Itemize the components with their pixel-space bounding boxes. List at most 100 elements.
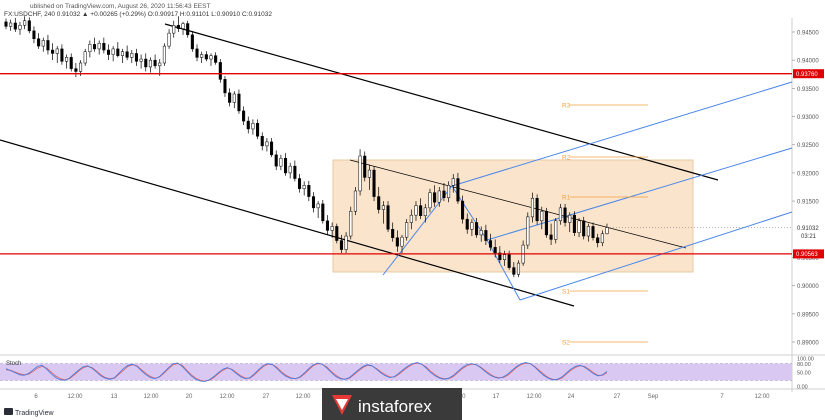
candle-body bbox=[209, 55, 213, 60]
candle bbox=[540, 206, 544, 230]
candle-body bbox=[97, 43, 101, 50]
candle-body bbox=[358, 155, 362, 192]
candle bbox=[372, 166, 376, 202]
candle bbox=[391, 222, 395, 242]
candle bbox=[111, 46, 115, 62]
candle bbox=[358, 149, 362, 196]
pitchfork-upper-line[interactable] bbox=[451, 81, 793, 187]
candle-body bbox=[46, 40, 50, 51]
candle bbox=[409, 209, 413, 230]
instaforex-watermark: instaforex bbox=[322, 388, 462, 420]
candle-body bbox=[493, 247, 497, 254]
candle-body bbox=[228, 92, 232, 103]
candle-body bbox=[344, 235, 348, 250]
pitchfork-lower-line[interactable] bbox=[519, 211, 793, 301]
candle bbox=[186, 20, 190, 38]
candle-body bbox=[13, 22, 17, 30]
time-tick-label: Sep bbox=[648, 394, 659, 400]
upper-channel-line[interactable] bbox=[164, 23, 719, 181]
time-tick-label: 12:00 bbox=[526, 394, 542, 400]
candle-body bbox=[246, 120, 250, 130]
candle bbox=[339, 234, 343, 253]
candle-body bbox=[134, 53, 138, 62]
candle bbox=[134, 48, 138, 66]
candle bbox=[172, 20, 176, 38]
candle bbox=[223, 75, 227, 97]
candle-body bbox=[274, 154, 278, 167]
candle-body bbox=[465, 218, 469, 230]
level-price-label: 0.93760 bbox=[796, 72, 818, 78]
candle-body bbox=[498, 252, 502, 260]
candle-body bbox=[554, 220, 558, 240]
candle-body bbox=[577, 220, 581, 233]
candle bbox=[302, 181, 306, 196]
candle-body bbox=[270, 141, 274, 156]
tradingview-logo[interactable]: TradingView bbox=[4, 408, 54, 417]
candle-body bbox=[470, 222, 474, 230]
price-tick-label: 0.92000 bbox=[797, 171, 819, 177]
candle-body bbox=[214, 55, 218, 63]
candle bbox=[488, 233, 493, 251]
candle-body bbox=[568, 214, 572, 223]
candle bbox=[116, 42, 120, 58]
time-tick-label: 12:00 bbox=[754, 394, 770, 400]
candle-body bbox=[265, 141, 269, 147]
lower-channel-line[interactable] bbox=[0, 139, 575, 307]
candle bbox=[228, 88, 232, 107]
candle-body bbox=[502, 254, 507, 260]
published-line: ublished on TradingView.com, August 26, … bbox=[30, 3, 210, 10]
bar-countdown-label: 03:21 bbox=[801, 234, 817, 240]
candle bbox=[442, 183, 446, 202]
candle-body bbox=[139, 58, 143, 62]
candle-body bbox=[195, 48, 199, 58]
candle-body bbox=[540, 210, 544, 222]
candle-body bbox=[162, 45, 166, 64]
candle bbox=[353, 187, 357, 216]
candle bbox=[88, 40, 92, 58]
candle bbox=[27, 17, 31, 34]
stoch-title: Stoch bbox=[6, 361, 21, 367]
candle-body bbox=[288, 165, 292, 174]
candle bbox=[414, 201, 418, 221]
candle-body bbox=[530, 198, 534, 218]
range-top-trendline[interactable] bbox=[349, 159, 687, 249]
tradingview-logo-text: TradingView bbox=[15, 410, 54, 417]
candle bbox=[46, 34, 50, 55]
price-axis[interactable]: 0.94500 0.94000 0.93500 0.93000 0.92500 0.920… bbox=[792, 31, 824, 347]
candle-body bbox=[279, 158, 283, 167]
candle-body bbox=[419, 205, 423, 216]
candle bbox=[582, 216, 586, 240]
time-tick-label: 27 bbox=[614, 394, 621, 400]
candle bbox=[293, 160, 297, 182]
candle bbox=[13, 17, 17, 32]
level-price-label: 0.90563 bbox=[796, 252, 818, 258]
candle-body bbox=[204, 54, 208, 60]
price-tick-label: 0.90500 bbox=[797, 256, 819, 262]
candle-body bbox=[148, 59, 152, 68]
candle bbox=[41, 37, 45, 52]
candle-body bbox=[60, 48, 64, 62]
candle-body bbox=[586, 226, 590, 237]
stoch-tick-label: 0.00 bbox=[797, 384, 808, 390]
candle-body bbox=[65, 57, 69, 62]
candle bbox=[274, 150, 278, 171]
candle bbox=[4, 18, 8, 30]
candle bbox=[204, 51, 208, 62]
candle bbox=[502, 250, 507, 266]
last-price-label: 0.91032 bbox=[797, 226, 819, 232]
candle-body bbox=[302, 185, 306, 189]
candle-body bbox=[526, 216, 530, 246]
pitchfork-median-line[interactable] bbox=[486, 147, 793, 241]
candle bbox=[284, 153, 288, 176]
candle bbox=[51, 43, 55, 61]
candle-body bbox=[293, 165, 297, 179]
candle-body bbox=[330, 226, 334, 231]
candle bbox=[18, 21, 22, 35]
candle-body bbox=[353, 190, 357, 212]
candle-body bbox=[395, 237, 399, 247]
pitchfork-handle-2[interactable] bbox=[486, 239, 521, 301]
candle-body bbox=[391, 229, 395, 238]
